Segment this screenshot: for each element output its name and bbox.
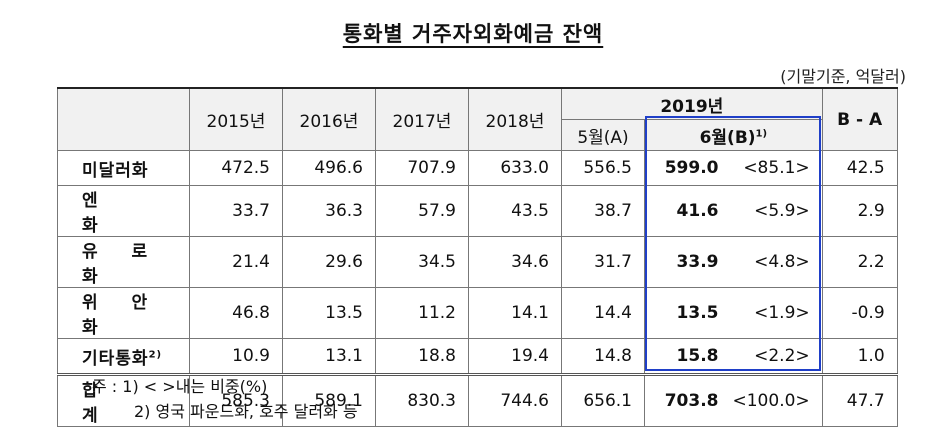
cell: 46.8 — [189, 287, 283, 339]
cell: 1.0 — [821, 338, 898, 375]
header-2018: 2018년 — [468, 87, 562, 151]
header-diff: B - A — [821, 87, 898, 151]
cell: 556.5 — [561, 150, 645, 186]
cell: 34.5 — [375, 236, 469, 288]
cell: 2.9 — [821, 185, 898, 237]
cell: 599.0 — [644, 150, 733, 186]
header-2016: 2016년 — [282, 87, 376, 151]
cell: <5.9> — [732, 185, 823, 237]
cell: 19.4 — [468, 338, 562, 375]
cell: <1.9> — [732, 287, 823, 339]
unit-note: (기말기준, 억달러) — [780, 67, 906, 86]
header-blank — [57, 87, 190, 151]
cell: 11.2 — [375, 287, 469, 339]
cell: 585.3 — [189, 373, 283, 427]
cell: <100.0> — [732, 373, 823, 427]
header-june: 6월(B)1) — [644, 119, 823, 151]
cell: 10.9 — [189, 338, 283, 375]
cell: 21.4 — [189, 236, 283, 288]
row-label-usd: 미달러화 — [57, 150, 190, 186]
footnote-2: 2) 영국 파운드화, 호주 달러화 등 — [134, 402, 358, 421]
cell: 703.8 — [644, 373, 733, 427]
table-row: 기타통화2) 10.9 13.1 18.8 19.4 14.8 15.8 <2.… — [57, 338, 898, 375]
cell: 707.9 — [375, 150, 469, 186]
cell: 633.0 — [468, 150, 562, 186]
header-2015: 2015년 — [189, 87, 283, 151]
cell: 38.7 — [561, 185, 645, 237]
row-label-cny: 위 안 화 — [57, 287, 190, 339]
table-title: 통화별 거주자외화예금 잔액 — [342, 22, 604, 46]
cell: 36.3 — [282, 185, 376, 237]
cell: 830.3 — [375, 373, 469, 427]
cell: 496.6 — [282, 150, 376, 186]
header-2017: 2017년 — [375, 87, 469, 151]
cell: 13.5 — [644, 287, 733, 339]
cell: 14.8 — [561, 338, 645, 375]
cell: <4.8> — [732, 236, 823, 288]
header-2019: 2019년 — [561, 87, 823, 120]
cell: 14.4 — [561, 287, 645, 339]
cell: 18.8 — [375, 338, 469, 375]
cell: 744.6 — [468, 373, 562, 427]
cell: 14.1 — [468, 287, 562, 339]
row-label-other: 기타통화2) — [57, 338, 190, 375]
cell: 472.5 — [189, 150, 283, 186]
cell: 31.7 — [561, 236, 645, 288]
cell: 589.1 — [282, 373, 376, 427]
cell: 57.9 — [375, 185, 469, 237]
total-row: 합 계 585.3 589.1 830.3 744.6 656.1 703.8 … — [57, 373, 898, 427]
cell: 43.5 — [468, 185, 562, 237]
footnotes: 주 : 1) < >내는 비중(%) 2) 영국 파운드화, 호주 달러화 등 — [92, 374, 358, 424]
cell: <2.2> — [732, 338, 823, 375]
table-row: 위 안 화 46.8 13.5 11.2 14.1 14.4 13.5 <1.9… — [57, 287, 898, 339]
table-row: 유 로 화 21.4 29.6 34.5 34.6 31.7 33.9 <4.8… — [57, 236, 898, 288]
deposit-balance-table: 2015년 2016년 2017년 2018년 2019년 B - A 5월(A… — [57, 87, 898, 427]
cell: 15.8 — [644, 338, 733, 375]
row-label-total: 합 계 — [57, 373, 190, 427]
cell: 33.7 — [189, 185, 283, 237]
cell: 41.6 — [644, 185, 733, 237]
cell: 29.6 — [282, 236, 376, 288]
cell: 656.1 — [561, 373, 645, 427]
row-label-eur: 유 로 화 — [57, 236, 190, 288]
cell: 33.9 — [644, 236, 733, 288]
cell: 13.5 — [282, 287, 376, 339]
table-row: 미달러화 472.5 496.6 707.9 633.0 556.5 599.0… — [57, 150, 898, 186]
cell: 42.5 — [821, 150, 898, 186]
row-label-jpy: 엔 화 — [57, 185, 190, 237]
cell: 13.1 — [282, 338, 376, 375]
header-may: 5월(A) — [561, 119, 645, 151]
cell: 47.7 — [821, 373, 898, 427]
footnote-1: 주 : 1) < >내는 비중(%) — [92, 377, 268, 396]
cell: 34.6 — [468, 236, 562, 288]
cell: <85.1> — [732, 150, 823, 186]
cell: -0.9 — [821, 287, 898, 339]
cell: 2.2 — [821, 236, 898, 288]
table-row: 엔 화 33.7 36.3 57.9 43.5 38.7 41.6 <5.9> … — [57, 185, 898, 237]
